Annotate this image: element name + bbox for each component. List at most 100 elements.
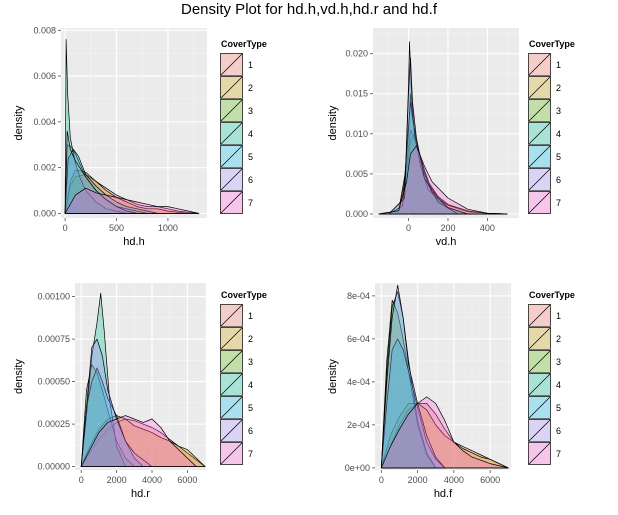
legend-key-diagonal xyxy=(528,122,551,145)
y-tick-label: 0.020 xyxy=(345,49,368,59)
legend-label-3: 3 xyxy=(556,357,561,367)
x-tick-label: 500 xyxy=(109,223,124,233)
legend-title: CoverType xyxy=(529,290,575,300)
density-area-7 xyxy=(378,145,508,215)
density-panel-hd-f: 0 2000 4000 6000 0e+00 2e-04 4e-04 6e-04 8e-04 hd… xyxy=(327,283,575,500)
legend-label-5: 5 xyxy=(248,152,253,162)
legend-label-1: 1 xyxy=(248,60,253,70)
legend-key-diagonal xyxy=(528,304,551,327)
y-tick-label: 4e-04 xyxy=(347,377,370,387)
y-tick-label: 6e-04 xyxy=(347,334,370,344)
y-axis-label: density xyxy=(327,105,339,140)
legend-label-3: 3 xyxy=(248,106,253,116)
legend-key-diagonal xyxy=(528,99,551,122)
legend-key-diagonal xyxy=(528,442,551,465)
legend-key-diagonal xyxy=(220,99,243,122)
legend-label-3: 3 xyxy=(556,106,561,116)
legend-key-diagonal xyxy=(528,350,551,373)
legend-label-1: 1 xyxy=(556,311,561,321)
legend-key-diagonal xyxy=(528,145,551,168)
legend-key-diagonal xyxy=(220,76,243,99)
x-tick-label: 0 xyxy=(63,223,68,233)
legend-key-diagonal xyxy=(528,419,551,442)
x-tick-label: 2000 xyxy=(408,475,428,485)
legend-key-diagonal xyxy=(220,168,243,191)
density-area-7 xyxy=(80,415,197,467)
y-tick-label: 0.00100 xyxy=(37,292,70,302)
y-tick-label: 0e+00 xyxy=(345,463,370,473)
legend-key-diagonal xyxy=(220,122,243,145)
x-tick-label: 0 xyxy=(379,475,384,485)
legend-label-1: 1 xyxy=(556,60,561,70)
legend-label-4: 4 xyxy=(556,129,561,139)
plot-background xyxy=(373,28,519,218)
legend-key-diagonal xyxy=(528,396,551,419)
legend-label-6: 6 xyxy=(248,175,253,185)
legend-label-4: 4 xyxy=(248,380,253,390)
legend-label-5: 5 xyxy=(556,403,561,413)
legend-label-7: 7 xyxy=(556,198,561,208)
x-tick-label: 0 xyxy=(79,475,84,485)
y-tick-label: 0.002 xyxy=(33,163,56,173)
plot-background xyxy=(61,28,207,218)
legend-label-6: 6 xyxy=(248,426,253,436)
legend: CoverType 1 2 3 4 5 6 7 xyxy=(219,39,267,215)
legend-label-7: 7 xyxy=(556,449,561,459)
figure-title: Density Plot for hd.h,vd.h,hd.r and hd.f xyxy=(181,1,437,18)
density-area-2 xyxy=(380,403,509,469)
x-axis-label: hd.r xyxy=(131,488,150,500)
x-axis-label: hd.h xyxy=(123,236,144,248)
y-tick-label: 0.00025 xyxy=(37,419,70,429)
legend-key-diagonal xyxy=(220,350,243,373)
x-tick-label: 6000 xyxy=(480,475,500,485)
y-tick-label: 0.004 xyxy=(33,117,56,127)
y-tick-label: 0.010 xyxy=(345,129,368,139)
y-tick-label: 0.005 xyxy=(345,169,368,179)
y-tick-label: 0.00050 xyxy=(37,377,70,387)
y-tick-label: 0.00000 xyxy=(37,462,70,472)
legend-key-diagonal xyxy=(220,53,243,76)
legend-label-3: 3 xyxy=(248,357,253,367)
density-area-4 xyxy=(64,39,128,214)
legend-key-diagonal xyxy=(220,304,243,327)
density-area-7 xyxy=(380,396,509,469)
density-area-2 xyxy=(80,415,206,467)
legend-key-diagonal xyxy=(528,168,551,191)
y-axis-label: density xyxy=(327,359,339,394)
legend-label-2: 2 xyxy=(248,83,253,93)
legend-key-diagonal xyxy=(528,76,551,99)
y-tick-label: 0.000 xyxy=(33,208,56,218)
legend-key-diagonal xyxy=(220,396,243,419)
plot-background xyxy=(75,283,206,470)
x-tick-label: 4000 xyxy=(444,475,464,485)
x-axis-label: vd.h xyxy=(436,236,457,248)
legend-title: CoverType xyxy=(221,39,267,49)
legend-label-7: 7 xyxy=(248,449,253,459)
legend-label-6: 6 xyxy=(556,426,561,436)
x-tick-label: 200 xyxy=(440,223,455,233)
density-area-7 xyxy=(64,187,200,214)
legend-label-7: 7 xyxy=(248,198,253,208)
legend-key-diagonal xyxy=(220,442,243,465)
legend: CoverType 1 2 3 4 5 6 7 xyxy=(527,39,575,215)
legend-label-5: 5 xyxy=(248,403,253,413)
y-tick-label: 8e-04 xyxy=(347,291,370,301)
legend-key-diagonal xyxy=(220,191,243,214)
legend-key-diagonal xyxy=(528,191,551,214)
x-tick-label: 6000 xyxy=(177,475,197,485)
y-axis-label: density xyxy=(13,105,25,140)
y-axis-label: density xyxy=(13,359,25,394)
legend-title: CoverType xyxy=(529,39,575,49)
legend-label-4: 4 xyxy=(556,380,561,390)
legend-key-diagonal xyxy=(220,145,243,168)
legend-label-2: 2 xyxy=(556,83,561,93)
y-tick-label: 2e-04 xyxy=(347,420,370,430)
legend-key-diagonal xyxy=(528,53,551,76)
x-tick-label: 2000 xyxy=(107,475,127,485)
density-panel-vd-h: 0 200 400 0.000 0.005 0.010 0.015 0.020 vd.h dens… xyxy=(327,28,575,248)
legend-key-diagonal xyxy=(220,419,243,442)
y-tick-label: 0.008 xyxy=(33,25,56,35)
legend-key-diagonal xyxy=(528,327,551,350)
legend-key-diagonal xyxy=(220,373,243,396)
